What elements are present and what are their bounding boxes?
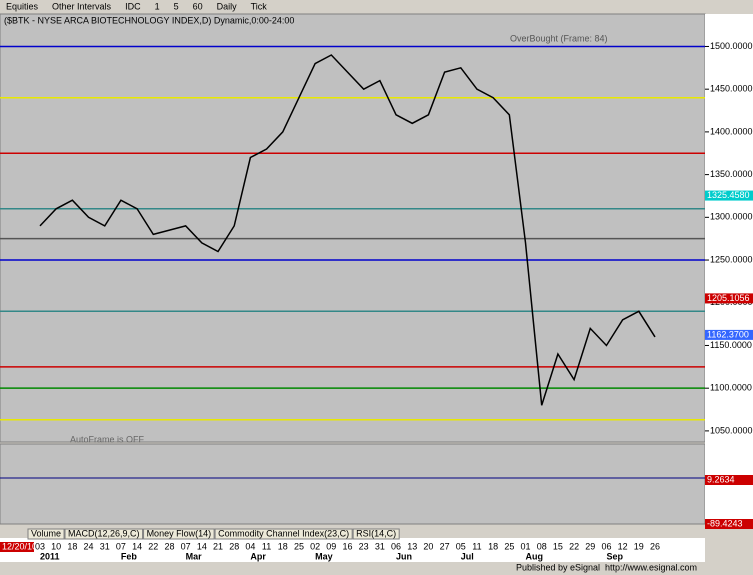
y-tick-label: 1350.0000 — [710, 169, 753, 179]
month-label: Aug — [526, 551, 544, 561]
x-tick-label: 22 — [569, 541, 579, 551]
x-tick-label: 20 — [423, 541, 433, 551]
x-tick-label: 15 — [553, 541, 563, 551]
price-label-box — [705, 190, 753, 201]
x-tick-label: 26 — [650, 541, 660, 551]
x-tick-label: 05 — [456, 541, 466, 551]
annotation: OverBought (Frame: 84) — [510, 33, 608, 43]
y-tick-label: 1450.0000 — [710, 84, 753, 94]
x-tick-label: 24 — [84, 541, 94, 551]
x-tick-label: 02 — [310, 541, 320, 551]
month-label: Apr — [250, 551, 266, 561]
x-tick-label: 14 — [132, 541, 142, 551]
x-tick-label: 12 — [618, 541, 628, 551]
x-tick-label: 07 — [181, 541, 191, 551]
x-tick-label: 27 — [440, 541, 450, 551]
x-tick-label: 19 — [634, 541, 644, 551]
date-box-label: 12/20/10 — [2, 541, 37, 551]
price-label: 1162.3700 — [707, 329, 749, 339]
footer-url: http://www.esignal.com — [605, 562, 697, 572]
date-box — [0, 542, 34, 552]
x-tick-label: 11 — [472, 541, 481, 551]
month-label: Jun — [396, 551, 412, 561]
date-axis — [0, 538, 705, 562]
x-tick-label: 01 — [521, 541, 531, 551]
right-axis — [705, 14, 753, 524]
x-tick-label: 13 — [407, 541, 417, 551]
x-tick-label: 28 — [229, 541, 239, 551]
x-tick-label: 29 — [585, 541, 595, 551]
macd-label-box — [705, 475, 753, 485]
x-tick-label: 18 — [67, 541, 77, 551]
tab[interactable] — [214, 528, 353, 540]
month-label: Sep — [606, 551, 623, 561]
y-tick-label: 1300.0000 — [710, 212, 753, 222]
tab[interactable] — [143, 528, 215, 540]
y-tick-label: 1400.0000 — [710, 126, 753, 136]
y-tick-label: 1050.0000 — [710, 425, 753, 435]
macd-label: 9.2634 — [707, 474, 735, 484]
toolbar-item[interactable]: Daily — [217, 1, 238, 11]
price-label-box — [705, 329, 753, 340]
month-label: Jul — [461, 551, 474, 561]
toolbar-item[interactable]: IDC — [125, 1, 141, 11]
month-label: Feb — [121, 551, 138, 561]
y-tick-label: 1100.0000 — [710, 383, 752, 393]
x-tick-label: 18 — [488, 541, 498, 551]
x-tick-label: 25 — [504, 541, 514, 551]
toolbar-item[interactable]: 5 — [174, 1, 179, 11]
macd-panel — [0, 443, 706, 525]
x-tick-label: 09 — [326, 541, 336, 551]
toolbar-item[interactable]: Tick — [251, 1, 268, 11]
toolbar-item[interactable]: 1 — [155, 1, 160, 11]
toolbar-item[interactable]: Other Intervals — [52, 1, 112, 11]
x-tick-label: 21 — [213, 541, 223, 551]
y-tick-label: 1250.0000 — [710, 254, 753, 264]
x-tick-label: 22 — [148, 541, 158, 551]
x-tick-label: 04 — [245, 541, 255, 551]
tab[interactable] — [64, 528, 144, 540]
annotation: AutoFrame is OFF — [70, 434, 145, 444]
macd-label-box — [705, 519, 753, 529]
y-tick-label: 1500.0000 — [710, 41, 753, 51]
tab-label[interactable]: Money Flow(14) — [147, 528, 212, 538]
price-label: 1325.4580 — [707, 190, 750, 200]
x-tick-label: 28 — [164, 541, 174, 551]
price-line — [39, 54, 656, 406]
tab-label[interactable]: Commodity Channel Index(23,C) — [218, 528, 349, 538]
x-tick-label: 10 — [51, 541, 61, 551]
footer-published: Published by eSignal — [516, 562, 600, 572]
month-label: 2011 — [40, 551, 60, 561]
month-label: Mar — [186, 551, 203, 561]
tab-label[interactable]: RSI(14,C) — [356, 528, 396, 538]
toolbar-item[interactable]: 60 — [193, 1, 203, 11]
price-panel — [0, 13, 706, 443]
tab[interactable] — [352, 528, 400, 540]
y-tick-label: 1150.0000 — [710, 340, 752, 350]
tab-label[interactable]: MACD(12,26,9,C) — [68, 528, 140, 538]
x-tick-label: 08 — [537, 541, 547, 551]
macd-label: -89.4243 — [707, 518, 743, 528]
chart-title: ($BTK - NYSE ARCA BIOTECHNOLOGY INDEX,D)… — [4, 15, 294, 25]
x-tick-label: 14 — [197, 541, 207, 551]
x-tick-label: 18 — [278, 541, 288, 551]
tab[interactable] — [27, 528, 65, 540]
x-tick-label: 11 — [262, 541, 271, 551]
x-tick-label: 06 — [391, 541, 401, 551]
x-tick-label: 03 — [35, 541, 45, 551]
x-tick-label: 16 — [342, 541, 352, 551]
x-tick-label: 06 — [601, 541, 611, 551]
price-label: 1205.1056 — [707, 293, 750, 303]
price-label-box — [705, 293, 753, 304]
x-tick-label: 25 — [294, 541, 304, 551]
x-tick-label: 23 — [359, 541, 369, 551]
month-label: May — [315, 551, 333, 561]
toolbar-item[interactable]: Equities — [6, 1, 39, 11]
x-tick-label: 31 — [375, 541, 385, 551]
x-tick-label: 31 — [100, 541, 110, 551]
x-tick-label: 07 — [116, 541, 126, 551]
tab-label[interactable]: Volume — [31, 528, 61, 538]
